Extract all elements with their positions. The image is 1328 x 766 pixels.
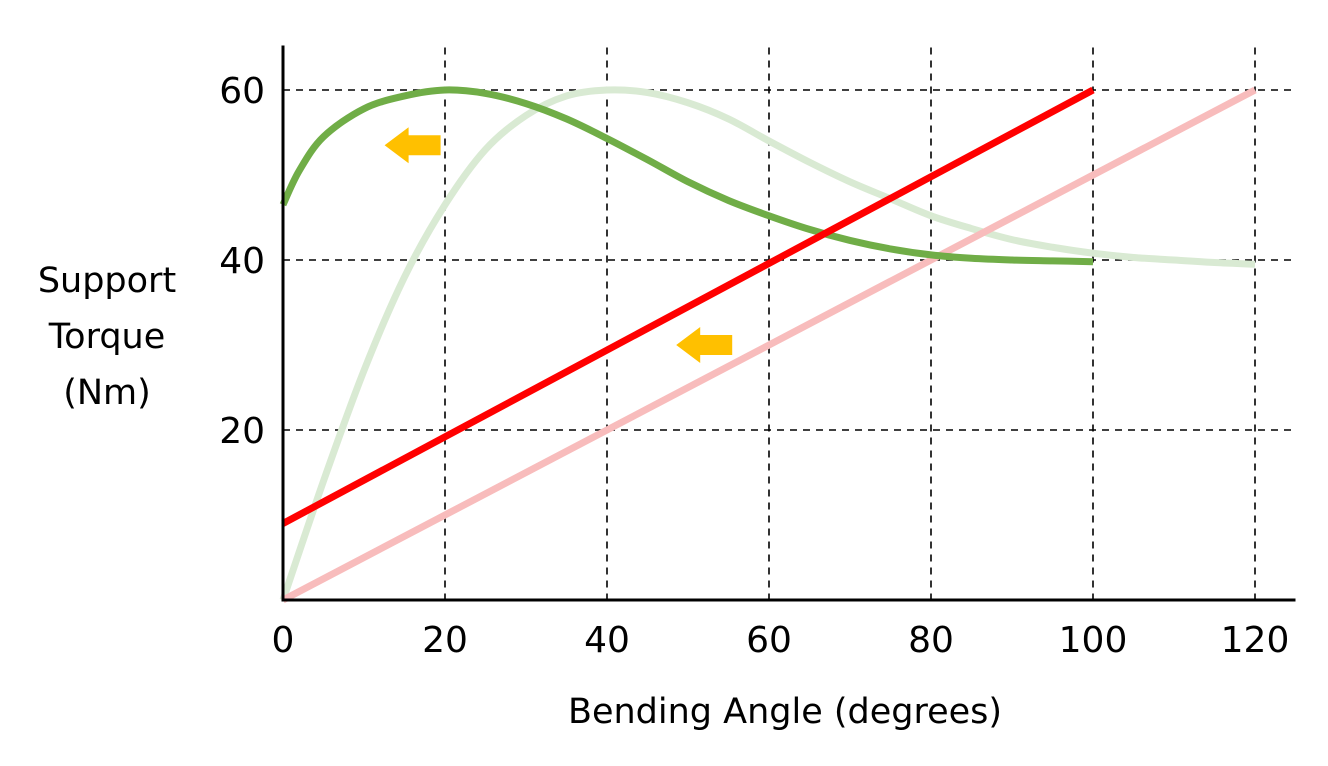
y-axis-title-line-2: Torque xyxy=(48,317,166,357)
tick-labels: 0 20 40 60 80 100 120 20 40 60 xyxy=(219,71,1289,661)
x-axis-title: Bending Angle (degrees) xyxy=(568,692,1002,732)
left-arrow-annotation-1 xyxy=(384,127,441,164)
series-line-red xyxy=(281,86,1095,527)
series-line-green xyxy=(279,86,1094,266)
x-tick-label-0: 0 xyxy=(272,620,295,661)
series-layer xyxy=(279,86,1257,604)
y-tick-label-40: 40 xyxy=(219,241,265,282)
x-tick-label-120: 120 xyxy=(1221,620,1290,661)
y-tick-label-60: 60 xyxy=(219,71,265,112)
y-axis-title-line-3: (Nm) xyxy=(63,373,151,413)
x-tick-label-20: 20 xyxy=(422,620,468,661)
x-tick-label-80: 80 xyxy=(908,620,954,661)
x-tick-label-40: 40 xyxy=(584,620,630,661)
y-tick-label-20: 20 xyxy=(219,411,265,452)
left-arrow-annotation-2 xyxy=(676,327,733,363)
series-line-red-faded xyxy=(281,86,1257,604)
annotation-layer xyxy=(384,127,733,363)
series-line-green-faded xyxy=(279,86,1256,602)
x-tick-label-60: 60 xyxy=(746,620,792,661)
x-tick-label-100: 100 xyxy=(1059,620,1128,661)
axes xyxy=(281,45,1296,602)
y-axis-title-line-1: Support xyxy=(38,261,176,301)
